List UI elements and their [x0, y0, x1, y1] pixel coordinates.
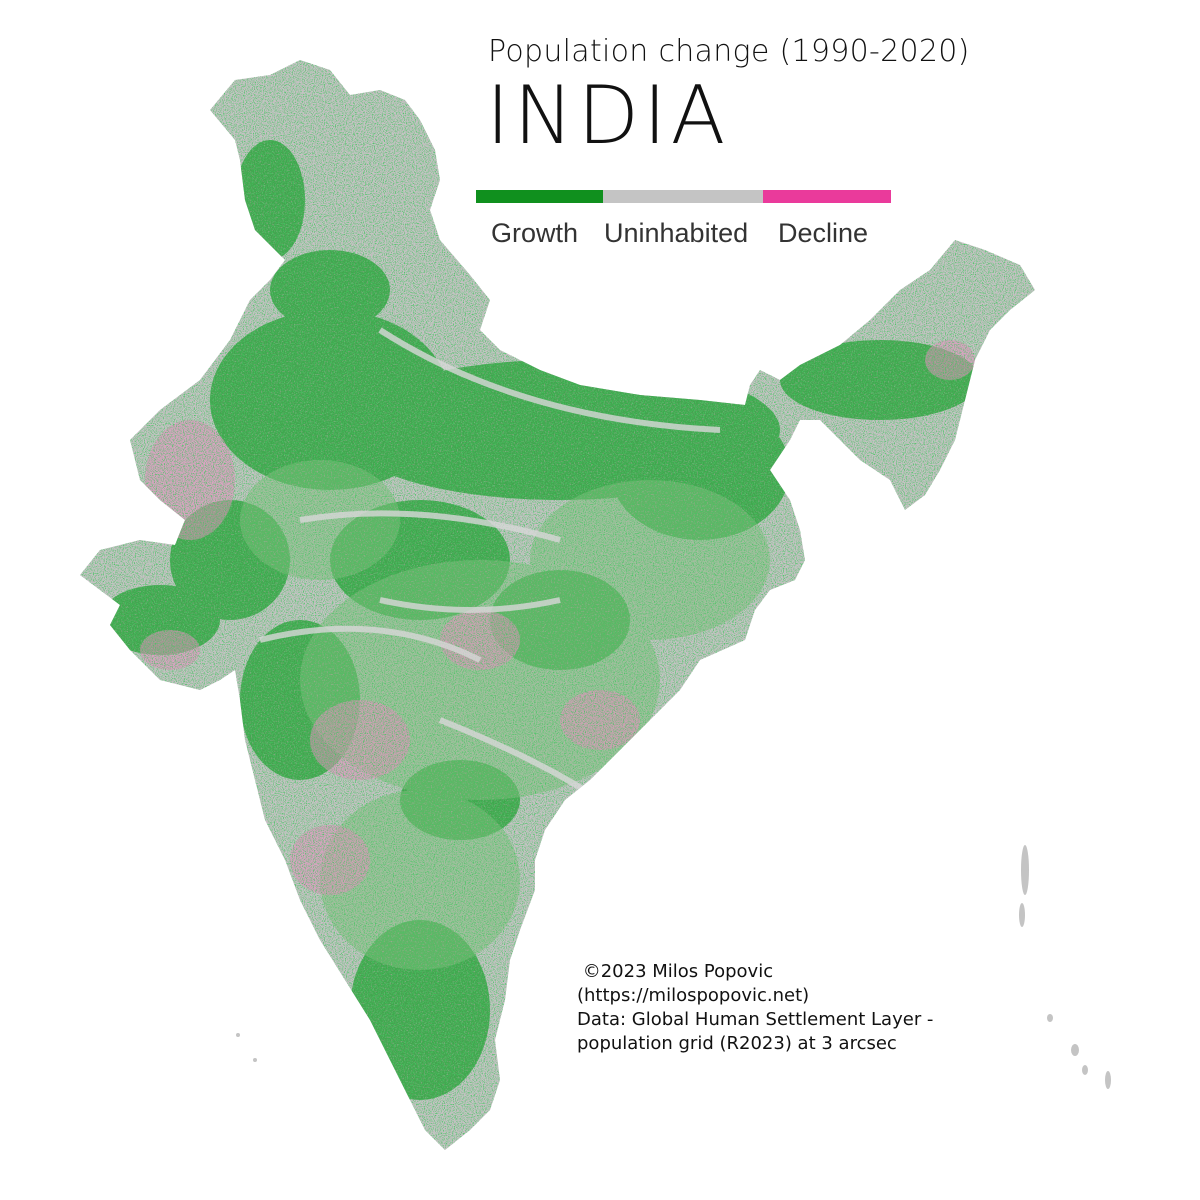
legend-label-uninhabited: Uninhabited: [604, 218, 749, 248]
map-title: INDIA: [486, 69, 730, 162]
map-subtitle: Population change (1990-2020): [488, 34, 970, 69]
legend-label-decline: Decline: [778, 218, 869, 248]
islands: [236, 845, 1111, 1089]
legend-swatch-uninhabited: [603, 190, 763, 203]
legend-label-growth: Growth: [491, 218, 579, 248]
credits-data-detail: population grid (R2023) at 3 arcsec: [577, 1033, 897, 1054]
credits-website: (https://milospopovic.net): [577, 985, 810, 1006]
uninhabited-streaks: [259, 327, 721, 803]
legend-swatch-growth: [476, 190, 603, 203]
legend-swatch-decline: [763, 190, 891, 203]
credits-copyright: ©2023 Milos Popovic: [577, 961, 774, 982]
credits-data-source: Data: Global Human Settlement Layer -: [577, 1009, 934, 1030]
credits: ©2023 Milos Popovic (https://milospopovi…: [577, 960, 933, 1056]
